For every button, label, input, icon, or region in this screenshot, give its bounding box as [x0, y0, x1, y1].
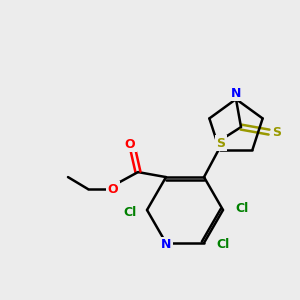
Text: S: S [272, 126, 281, 139]
Text: N: N [231, 87, 241, 100]
Text: Cl: Cl [216, 238, 229, 251]
Text: Cl: Cl [235, 202, 248, 214]
Text: S: S [217, 136, 226, 150]
Text: O: O [125, 138, 135, 151]
Text: Cl: Cl [124, 206, 137, 218]
Text: O: O [108, 183, 118, 196]
Text: N: N [161, 238, 171, 251]
